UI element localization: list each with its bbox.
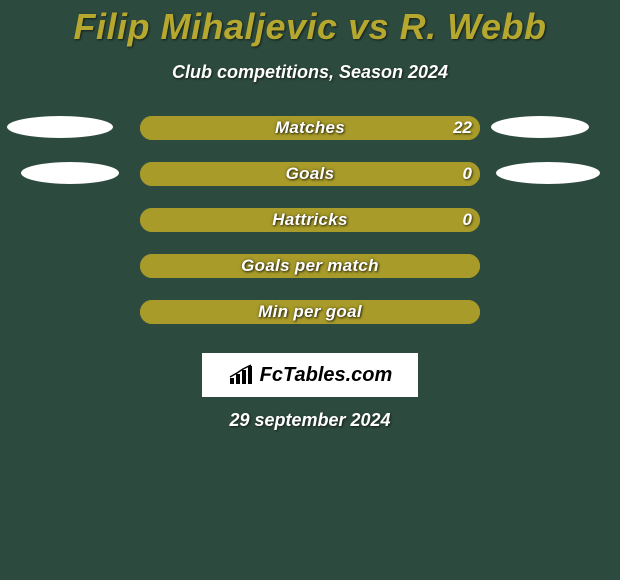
stat-bar: Goals <box>140 162 480 186</box>
stat-label: Goals <box>140 162 480 186</box>
logo: FcTables.com <box>228 364 393 387</box>
logo-box: FcTables.com <box>202 353 418 397</box>
stat-bar: Hattricks <box>140 208 480 232</box>
stat-value-right: 22 <box>453 116 472 140</box>
player-right-ellipse <box>491 116 589 138</box>
player-left-ellipse <box>21 162 119 184</box>
player-right-ellipse <box>496 162 600 184</box>
stat-label: Goals per match <box>140 254 480 278</box>
stat-row: Goals0 <box>0 162 620 208</box>
logo-text: FcTables.com <box>260 364 393 387</box>
chart-area: Matches22Goals0Hattricks0Goals per match… <box>0 116 620 346</box>
player-left-ellipse <box>7 116 113 138</box>
comparison-infographic: Filip Mihaljevic vs R. Webb Club competi… <box>0 0 620 580</box>
stat-bar: Matches <box>140 116 480 140</box>
stat-value-right: 0 <box>463 208 472 232</box>
stat-row: Hattricks0 <box>0 208 620 254</box>
stat-label: Min per goal <box>140 300 480 324</box>
date-text: 29 september 2024 <box>0 410 620 431</box>
stat-label: Matches <box>140 116 480 140</box>
stat-bar: Min per goal <box>140 300 480 324</box>
bars-icon <box>228 364 256 386</box>
stat-value-right: 0 <box>463 162 472 186</box>
stat-label: Hattricks <box>140 208 480 232</box>
stat-row: Matches22 <box>0 116 620 162</box>
subtitle: Club competitions, Season 2024 <box>0 62 620 83</box>
stat-bar: Goals per match <box>140 254 480 278</box>
stat-row: Min per goal <box>0 300 620 346</box>
title: Filip Mihaljevic vs R. Webb <box>0 0 620 48</box>
stat-row: Goals per match <box>0 254 620 300</box>
